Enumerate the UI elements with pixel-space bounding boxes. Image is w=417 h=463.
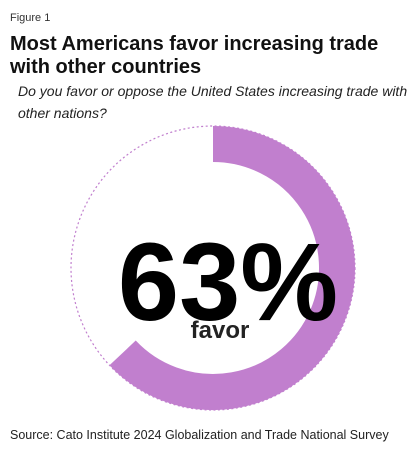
value-label: 63% [118, 221, 338, 344]
chart-title: Most Americans favor increasing trade wi… [10, 33, 379, 78]
figure-label: Figure 1 [10, 12, 51, 24]
donut-arc [109, 126, 355, 410]
center-label: favor [191, 317, 250, 344]
chart-subtitle: Do you favor or oppose the United States… [18, 83, 408, 121]
source: Source: Cato Institute 2024 Globalizatio… [10, 428, 389, 442]
